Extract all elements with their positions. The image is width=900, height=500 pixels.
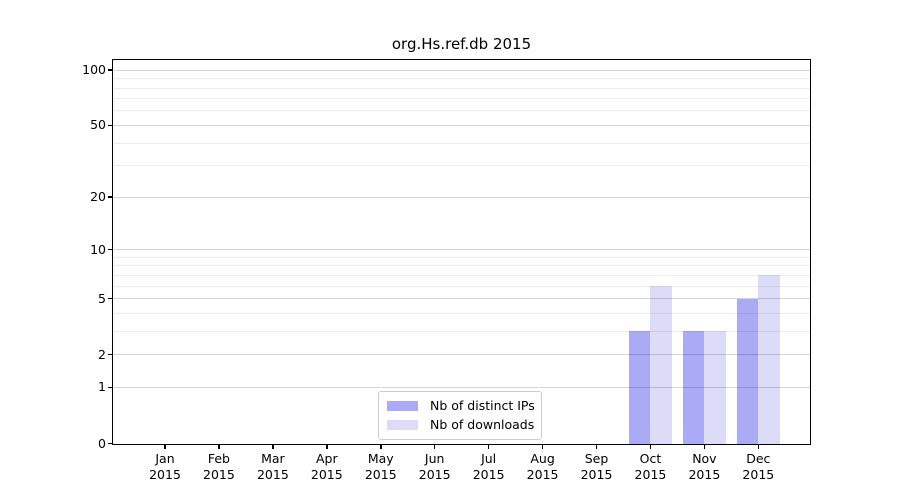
bar-downloads-oct xyxy=(650,286,673,444)
gridline-90 xyxy=(113,78,810,80)
y-tick-label-1: 1 xyxy=(98,379,106,395)
gridline-8 xyxy=(113,265,810,267)
x-tick-mark-sep xyxy=(595,444,598,450)
gridline-60 xyxy=(113,110,810,112)
y-tick-mark-2 xyxy=(107,353,113,356)
legend: Nb of distinct IPs Nb of downloads xyxy=(378,391,542,440)
gridline-5 xyxy=(113,298,810,300)
legend-label-distinct-ips: Nb of distinct IPs xyxy=(430,398,535,413)
x-tick-label-oct: Oct 2015 xyxy=(634,451,667,482)
y-tick-label-100: 100 xyxy=(82,62,106,78)
gridline-70 xyxy=(113,98,810,100)
y-tick-mark-50 xyxy=(107,124,113,127)
x-tick-mark-nov xyxy=(703,444,706,450)
x-tick-label-mar: Mar 2015 xyxy=(256,451,289,482)
gridline-1 xyxy=(113,386,810,388)
bar-downloads-nov xyxy=(704,331,726,444)
gridline-3 xyxy=(113,330,810,332)
x-tick-label-feb: Feb 2015 xyxy=(203,451,235,482)
y-tick-label-0: 0 xyxy=(98,435,106,451)
gridline-2 xyxy=(113,354,810,356)
y-tick-mark-0 xyxy=(107,442,113,445)
x-tick-mark-jan xyxy=(164,444,166,450)
legend-swatch-downloads-icon xyxy=(387,420,418,430)
legend-item-downloads: Nb of downloads xyxy=(387,417,535,433)
plot-area: Nb of distinct IPs Nb of downloads xyxy=(113,60,810,444)
y-tick-mark-5 xyxy=(107,297,113,300)
x-tick-label-nov: Nov 2015 xyxy=(688,451,721,482)
gridline-9 xyxy=(113,256,810,258)
bar-distinct-ips-dec xyxy=(736,298,759,444)
gridline-30 xyxy=(113,165,810,167)
y-tick-mark-10 xyxy=(107,248,113,251)
legend-swatch-distinct-ips-icon xyxy=(387,401,418,411)
gridline-10 xyxy=(113,249,810,251)
x-tick-mark-apr xyxy=(326,444,328,450)
x-tick-mark-jun xyxy=(433,444,436,450)
bar-downloads-dec xyxy=(758,275,780,444)
y-tick-mark-20 xyxy=(107,196,113,198)
y-tick-label-5: 5 xyxy=(98,290,106,306)
chart-title: org.Hs.ref.db 2015 xyxy=(391,35,532,53)
gridline-7 xyxy=(113,274,810,276)
x-tick-mark-feb xyxy=(218,444,220,450)
gridline-6 xyxy=(113,285,810,287)
x-tick-mark-jul xyxy=(487,444,490,450)
x-tick-label-may: May 2015 xyxy=(364,451,397,482)
x-tick-mark-may xyxy=(380,444,382,450)
x-tick-label-dec: Dec 2015 xyxy=(742,451,775,482)
x-tick-label-apr: Apr 2015 xyxy=(310,451,343,482)
y-tick-mark-1 xyxy=(107,386,113,389)
x-tick-label-jun: Jun 2015 xyxy=(418,451,451,482)
legend-label-downloads: Nb of downloads xyxy=(430,417,535,432)
x-tick-mark-oct xyxy=(649,444,652,450)
x-tick-label-aug: Aug 2015 xyxy=(526,451,559,482)
y-tick-mark-100 xyxy=(107,69,113,71)
gridline-80 xyxy=(113,87,810,89)
gridline-100 xyxy=(113,69,810,71)
legend-item-distinct-ips: Nb of distinct IPs xyxy=(387,398,535,414)
gridline-50 xyxy=(113,124,810,126)
gridline-20 xyxy=(113,196,810,198)
y-tick-label-20: 20 xyxy=(90,189,106,205)
x-tick-mark-aug xyxy=(541,444,544,450)
y-tick-label-50: 50 xyxy=(90,117,106,133)
bar-distinct-ips-oct xyxy=(628,331,651,444)
gridline-40 xyxy=(113,142,810,144)
x-tick-label-jan: Jan 2015 xyxy=(149,451,181,482)
x-tick-label-jul: Jul 2015 xyxy=(472,451,505,482)
bar-distinct-ips-nov xyxy=(682,331,705,444)
x-tick-mark-mar xyxy=(272,444,274,450)
y-tick-label-2: 2 xyxy=(98,346,106,362)
gridline-4 xyxy=(113,312,810,314)
y-tick-label-10: 10 xyxy=(90,241,106,257)
x-tick-label-sep: Sep 2015 xyxy=(580,451,613,482)
x-tick-mark-dec xyxy=(757,444,760,450)
